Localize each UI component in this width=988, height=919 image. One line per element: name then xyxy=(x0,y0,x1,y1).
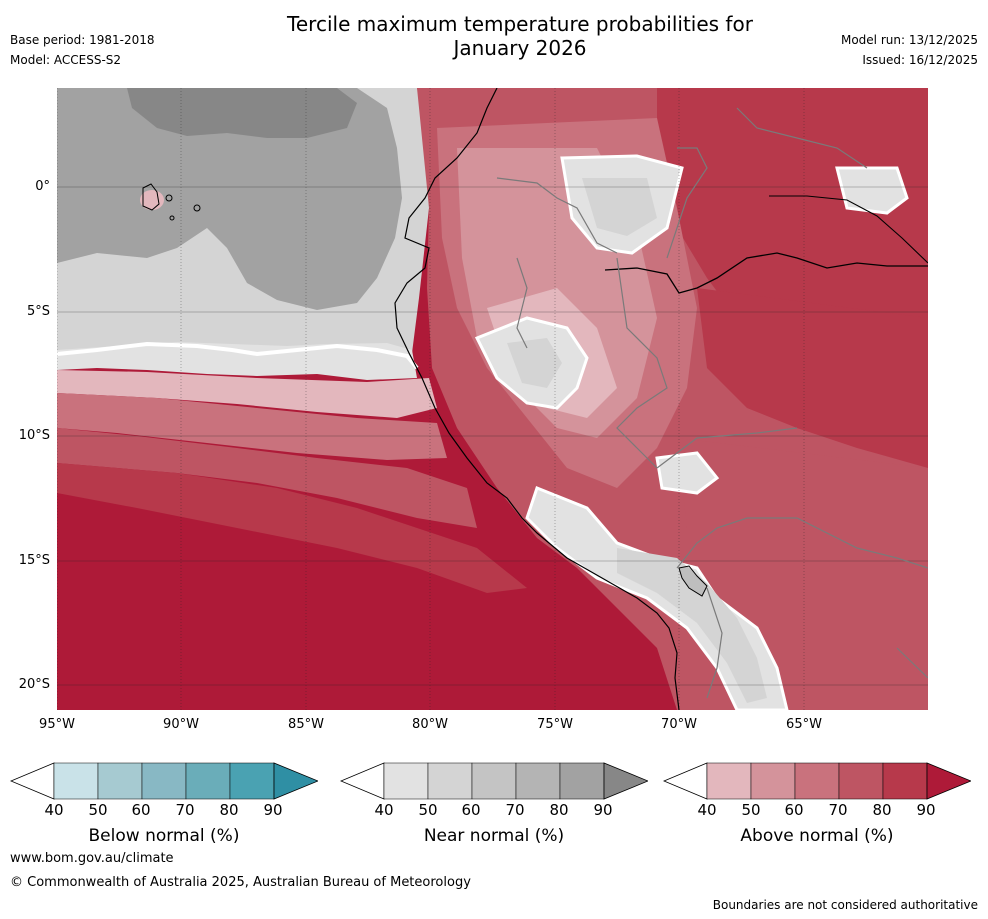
below-swatch-70 xyxy=(185,762,231,800)
above-swatch-under xyxy=(663,762,708,800)
boundaries-disclaimer: Boundaries are not considered authoritat… xyxy=(712,898,978,912)
meta-right: Model run: 13/12/2025 Issued: 16/12/2025 xyxy=(841,30,978,70)
above-tick-40: 40 xyxy=(697,801,717,819)
region-near-70-ocean xyxy=(57,88,402,310)
below-tick-90: 90 xyxy=(263,801,283,819)
region-above-80-land-amazon xyxy=(697,288,928,468)
region-above-40-band xyxy=(57,370,437,418)
below-normal-label: Below normal (%) xyxy=(88,826,240,846)
above-swatch-50 xyxy=(750,762,796,800)
lon-tick-90w: 90°W xyxy=(163,717,199,732)
region-near-50-south xyxy=(617,548,767,703)
near-swatch-under xyxy=(340,762,385,800)
galapagos-islands xyxy=(142,183,201,221)
lon-tick-85w: 85°W xyxy=(288,717,324,732)
colorbar-below xyxy=(10,762,318,800)
map-title-line1: Tercile maximum temperature probabilitie… xyxy=(287,12,753,36)
amazon-river xyxy=(604,252,928,294)
region-above-70-south-land xyxy=(677,438,928,710)
below-tick-70: 70 xyxy=(175,801,195,819)
region-near-80-ocean xyxy=(127,88,357,138)
region-above-80-band xyxy=(57,463,527,593)
above-tick-50: 50 xyxy=(741,801,761,819)
meta-left: Base period: 1981-2018 Model: ACCESS-S2 xyxy=(10,30,155,70)
above-swatch-over xyxy=(926,762,971,800)
above-swatch-60 xyxy=(794,762,840,800)
region-above-60-band xyxy=(57,393,447,460)
lat-tick-0: 0° xyxy=(35,179,50,194)
copyright-notice: © Commonwealth of Australia 2025, Austra… xyxy=(10,875,471,890)
model-run: Model run: 13/12/2025 xyxy=(840,33,978,47)
region-near-40-east xyxy=(835,166,909,215)
below-swatch-80 xyxy=(229,762,275,800)
base-period: Base period: 1981-2018 xyxy=(10,33,155,47)
country-borders xyxy=(496,107,928,699)
rio-negro xyxy=(769,195,928,264)
lon-tick-80w: 80°W xyxy=(412,717,448,732)
near-swatch-40 xyxy=(383,762,429,800)
below-tick-80: 80 xyxy=(219,801,239,819)
near-tick-50: 50 xyxy=(418,801,438,819)
graticule xyxy=(57,88,928,710)
below-swatch-over xyxy=(273,762,318,800)
near-tick-80: 80 xyxy=(549,801,569,819)
bom-website-link[interactable]: www.bom.gov.au/climate xyxy=(10,851,174,866)
model-name: Model: ACCESS-S2 xyxy=(10,53,122,67)
colorbar-above xyxy=(663,762,971,800)
near-swatch-70 xyxy=(515,762,561,800)
above-tick-90: 90 xyxy=(916,801,936,819)
lon-tick-95w: 95°W xyxy=(39,717,75,732)
above-tick-60: 60 xyxy=(784,801,804,819)
above-normal-label: Above normal (%) xyxy=(740,826,894,846)
region-above-40-galapagos xyxy=(140,190,164,210)
region-near-40-bolivia xyxy=(655,451,720,495)
map-title: Tercile maximum temperature probabilitie… xyxy=(0,12,988,60)
near-tick-90: 90 xyxy=(593,801,613,819)
colorbar-near xyxy=(340,762,648,800)
below-tick-50: 50 xyxy=(88,801,108,819)
below-swatch-50 xyxy=(97,762,143,800)
lon-tick-70w: 70°W xyxy=(661,717,697,732)
lat-tick-15s: 15°S xyxy=(18,553,50,568)
lon-tick-75w: 75°W xyxy=(537,717,573,732)
coastline xyxy=(394,88,680,710)
above-swatch-40 xyxy=(706,762,752,800)
near-swatch-50 xyxy=(427,762,473,800)
near-tick-70: 70 xyxy=(505,801,525,819)
lat-tick-20s: 20°S xyxy=(18,677,50,692)
near-tick-40: 40 xyxy=(374,801,394,819)
below-swatch-60 xyxy=(141,762,187,800)
above-swatch-80 xyxy=(882,762,928,800)
issued-date: Issued: 16/12/2025 xyxy=(862,53,978,67)
lat-tick-5s: 5°S xyxy=(26,304,50,319)
region-above-70-band xyxy=(57,428,477,528)
near-tick-60: 60 xyxy=(461,801,481,819)
lon-tick-65w: 65°W xyxy=(786,717,822,732)
near-swatch-80 xyxy=(559,762,605,800)
below-swatch-under xyxy=(10,762,55,800)
lat-tick-10s: 10°S xyxy=(18,428,50,443)
below-tick-40: 40 xyxy=(44,801,64,819)
below-tick-60: 60 xyxy=(131,801,151,819)
above-swatch-70 xyxy=(838,762,884,800)
map-title-line2: January 2026 xyxy=(453,36,587,60)
near-swatch-over xyxy=(603,762,648,800)
probability-map xyxy=(57,88,928,710)
above-tick-80: 80 xyxy=(872,801,892,819)
near-swatch-60 xyxy=(471,762,517,800)
region-near-50-peru xyxy=(507,338,562,388)
region-near-50-andes-north xyxy=(582,178,657,236)
below-swatch-40 xyxy=(53,762,99,800)
above-tick-70: 70 xyxy=(828,801,848,819)
near-normal-label: Near normal (%) xyxy=(423,826,565,846)
region-near-40-ocean xyxy=(57,342,417,380)
lake-titicaca xyxy=(678,565,708,597)
